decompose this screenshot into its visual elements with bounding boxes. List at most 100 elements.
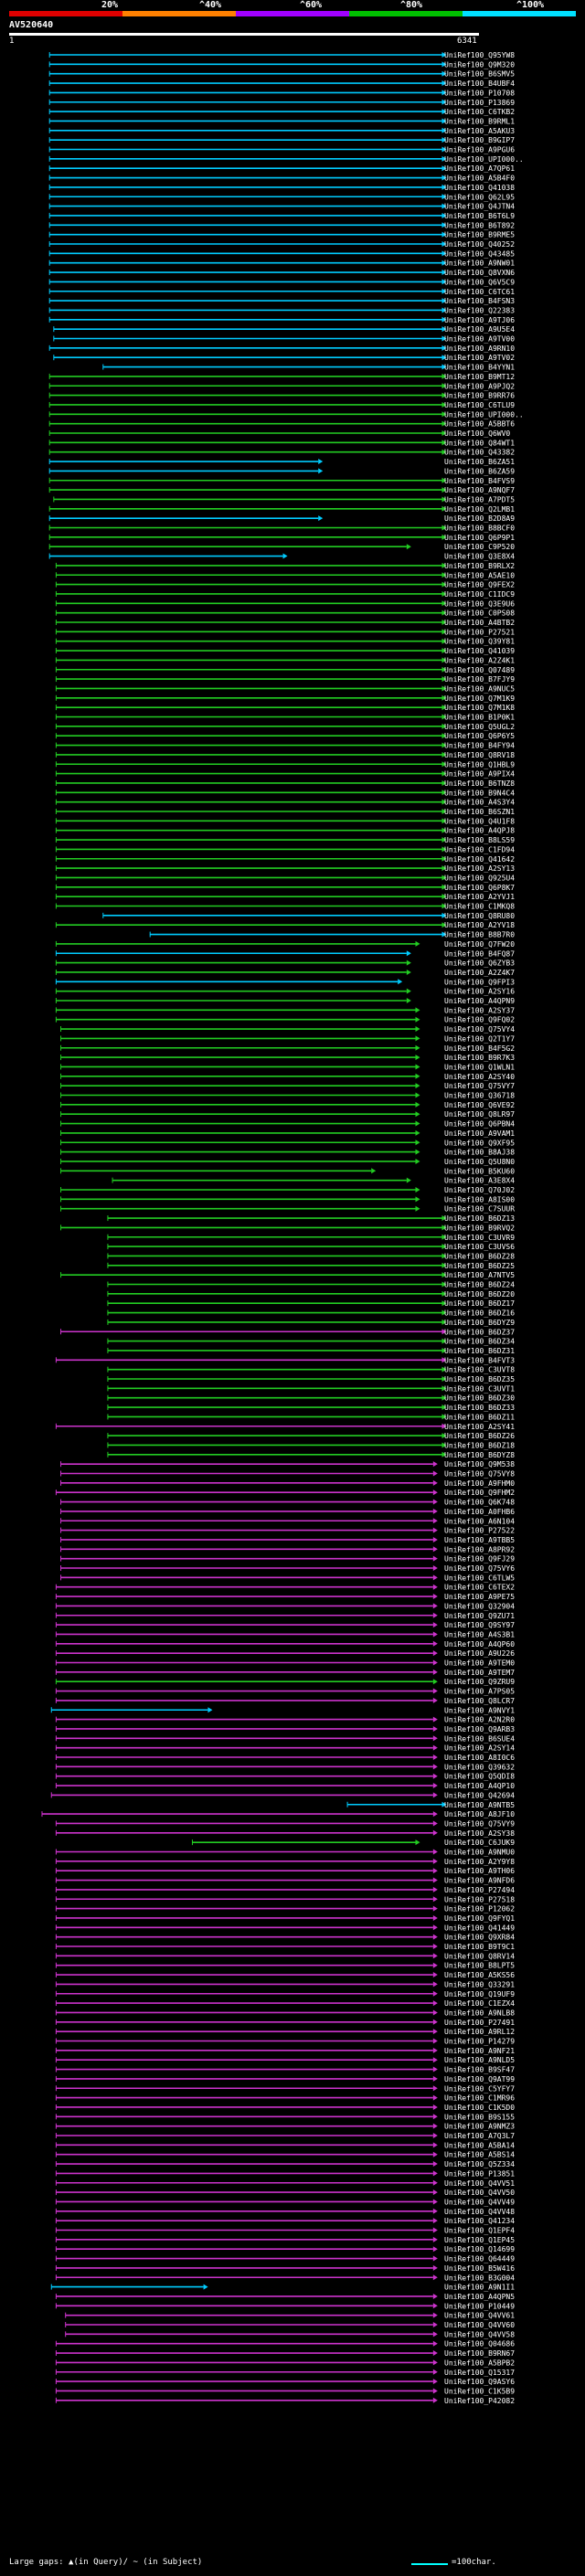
hit-label[interactable]: UniRef100_B8LPT5 [444,1962,515,1970]
hit-label[interactable]: UniRef100_P27522 [444,1527,515,1535]
hit-label[interactable]: UniRef100_Q6K748 [444,1499,515,1507]
hit-label[interactable]: UniRef100_Q4VV48 [444,2208,515,2216]
hit-label[interactable]: UniRef100_C1MR96 [444,2094,515,2103]
hit-label[interactable]: UniRef100_B4FVS9 [444,477,515,485]
hit-label[interactable]: UniRef100_A9TV00 [444,335,515,344]
hit-label[interactable]: UniRef100_Q84WT1 [444,439,515,447]
hit-label[interactable]: UniRef100_Q7M1K9 [444,694,515,703]
hit-label[interactable]: UniRef100_Q9ARB3 [444,1725,515,1733]
hit-label[interactable]: UniRef100_B9RLX2 [444,562,515,570]
hit-label[interactable]: UniRef100_C3UVT8 [444,1366,515,1374]
hit-label[interactable]: UniRef100_B8B7R0 [444,931,515,939]
hit-label[interactable]: UniRef100_C3UVS6 [444,1243,515,1251]
hit-label[interactable]: UniRef100_A8IS00 [444,1195,515,1203]
hit-label[interactable]: UniRef100_P13869 [444,99,515,107]
hit-label[interactable]: UniRef100_A5AE10 [444,571,515,579]
hit-label[interactable]: UniRef100_Q07489 [444,666,515,674]
hit-label[interactable]: UniRef100_A9PE75 [444,1593,515,1601]
hit-label[interactable]: UniRef100_Q9FPI3 [444,978,515,986]
hit-label[interactable]: UniRef100_Q925U4 [444,874,515,882]
hit-label[interactable]: UniRef100_Q04686 [444,2340,515,2348]
hit-label[interactable]: UniRef100_A7QP61 [444,164,515,173]
hit-label[interactable]: UniRef100_A9NTB5 [444,1801,515,1809]
hit-label[interactable]: UniRef100_A2SY40 [444,1073,515,1081]
hit-label[interactable]: UniRef100_Q6P6Y5 [444,732,515,740]
hit-label[interactable]: UniRef100_Q8RV18 [444,751,515,759]
hit-label[interactable]: UniRef100_UPI000.. [444,410,524,419]
hit-label[interactable]: UniRef100_A9TH06 [444,1867,515,1875]
hit-label[interactable]: UniRef100_Q9FQ02 [444,1016,515,1024]
hit-label[interactable]: UniRef100_A9TV02 [444,354,515,362]
hit-label[interactable]: UniRef100_B9MT12 [444,373,515,381]
hit-label[interactable]: UniRef100_Q6P9P1 [444,534,515,542]
hit-label[interactable]: UniRef100_Q32904 [444,1602,515,1610]
hit-label[interactable]: UniRef100_C6TEX2 [444,1584,515,1592]
hit-label[interactable]: UniRef100_Q3E8X4 [444,553,515,561]
hit-label[interactable]: UniRef100_Q4VV51 [444,2179,515,2188]
hit-label[interactable]: UniRef100_P10449 [444,2302,515,2310]
hit-label[interactable]: UniRef100_A2SY16 [444,988,515,996]
hit-label[interactable]: UniRef100_A4S3Y4 [444,799,515,807]
hit-label[interactable]: UniRef100_B9T9C1 [444,1943,515,1951]
hit-label[interactable]: UniRef100_Q9FJ29 [444,1555,515,1564]
hit-label[interactable]: UniRef100_A9PJQ2 [444,382,515,390]
hit-label[interactable]: UniRef100_B6DZ20 [444,1290,515,1299]
hit-label[interactable]: UniRef100_B6DZ24 [444,1281,515,1289]
hit-label[interactable]: UniRef100_A5BBT6 [444,420,515,429]
hit-label[interactable]: UniRef100_A2N2R0 [444,1716,515,1724]
hit-label[interactable]: UniRef100_A4QPJ8 [444,827,515,835]
hit-label[interactable]: UniRef100_A9TEM7 [444,1669,515,1677]
hit-label[interactable]: UniRef100_B6T892 [444,221,515,229]
hit-label[interactable]: UniRef100_A8PR92 [444,1545,515,1553]
hit-label[interactable]: UniRef100_B1P0K1 [444,714,515,722]
hit-label[interactable]: UniRef100_Q2T1Y7 [444,1034,515,1043]
hit-label[interactable]: UniRef100_A9NMU0 [444,1849,515,1857]
hit-label[interactable]: UniRef100_Q1HBL9 [444,760,515,769]
hit-label[interactable]: UniRef100_B9GIP7 [444,136,515,144]
hit-label[interactable]: UniRef100_Q22383 [444,306,515,314]
hit-label[interactable]: UniRef100_A9PIX4 [444,770,515,779]
hit-label[interactable]: UniRef100_B9R7K3 [444,1054,515,1062]
hit-label[interactable]: UniRef100_B6SZN1 [444,808,515,816]
hit-label[interactable]: UniRef100_Q43382 [444,449,515,457]
hit-label[interactable]: UniRef100_B6DYZ9 [444,1319,515,1327]
hit-label[interactable]: UniRef100_A9NVY1 [444,1706,515,1714]
hit-label[interactable]: UniRef100_Q5UGL2 [444,723,515,731]
hit-label[interactable]: UniRef100_A5KS56 [444,1971,515,1979]
hit-label[interactable]: UniRef100_Q7FW20 [444,940,515,949]
hit-label[interactable]: UniRef100_B4FQ87 [444,949,515,958]
hit-label[interactable]: UniRef100_B6DZ26 [444,1432,515,1440]
hit-label[interactable]: UniRef100_A9NW01 [444,260,515,268]
hit-label[interactable]: UniRef100_P27521 [444,628,515,636]
hit-label[interactable]: UniRef100_Q33291 [444,1980,515,1988]
hit-label[interactable]: UniRef100_A9PGU6 [444,146,515,154]
hit-label[interactable]: UniRef100_C6TKB2 [444,108,515,116]
hit-label[interactable]: UniRef100_Q9FHM2 [444,1489,515,1497]
hit-label[interactable]: UniRef100_B6DYZ8 [444,1451,515,1459]
hit-label[interactable]: UniRef100_Q4VV60 [444,2321,515,2329]
hit-label[interactable]: UniRef100_B5W416 [444,2264,515,2273]
hit-label[interactable]: UniRef100_Q41642 [444,855,515,864]
hit-label[interactable]: UniRef100_A9NQF7 [444,486,515,494]
hit-label[interactable]: UniRef100_A5AKU3 [444,127,515,135]
hit-label[interactable]: UniRef100_B3G004 [444,2274,515,2282]
hit-label[interactable]: UniRef100_Q4VV61 [444,2312,515,2320]
hit-label[interactable]: UniRef100_A9U5E4 [444,325,515,334]
hit-label[interactable]: UniRef100_C6TC61 [444,288,515,296]
hit-label[interactable]: UniRef100_A2SY38 [444,1829,515,1838]
hit-label[interactable]: UniRef100_A9NF21 [444,2047,515,2055]
hit-label[interactable]: UniRef100_Q6VE92 [444,1101,515,1109]
hit-label[interactable]: UniRef100_Q75VY8 [444,1470,515,1479]
hit-label[interactable]: UniRef100_B9N4C4 [444,789,515,797]
hit-label[interactable]: UniRef100_B4F5G2 [444,1044,515,1053]
hit-label[interactable]: UniRef100_Q1EPF4 [444,2227,515,2235]
hit-label[interactable]: UniRef100_B6TNZ8 [444,779,515,788]
hit-label[interactable]: UniRef100_A0FHB6 [444,1508,515,1516]
hit-label[interactable]: UniRef100_B6SUE4 [444,1734,515,1743]
hit-label[interactable]: UniRef100_Q6WV0 [444,429,510,438]
hit-label[interactable]: UniRef100_Q4U1F8 [444,817,515,825]
hit-label[interactable]: UniRef100_A5BA14 [444,2141,515,2149]
hit-label[interactable]: UniRef100_A5BPB2 [444,2359,515,2367]
hit-label[interactable]: UniRef100_A9FHM0 [444,1479,515,1488]
hit-label[interactable]: UniRef100_A4QPN9 [444,997,515,1005]
